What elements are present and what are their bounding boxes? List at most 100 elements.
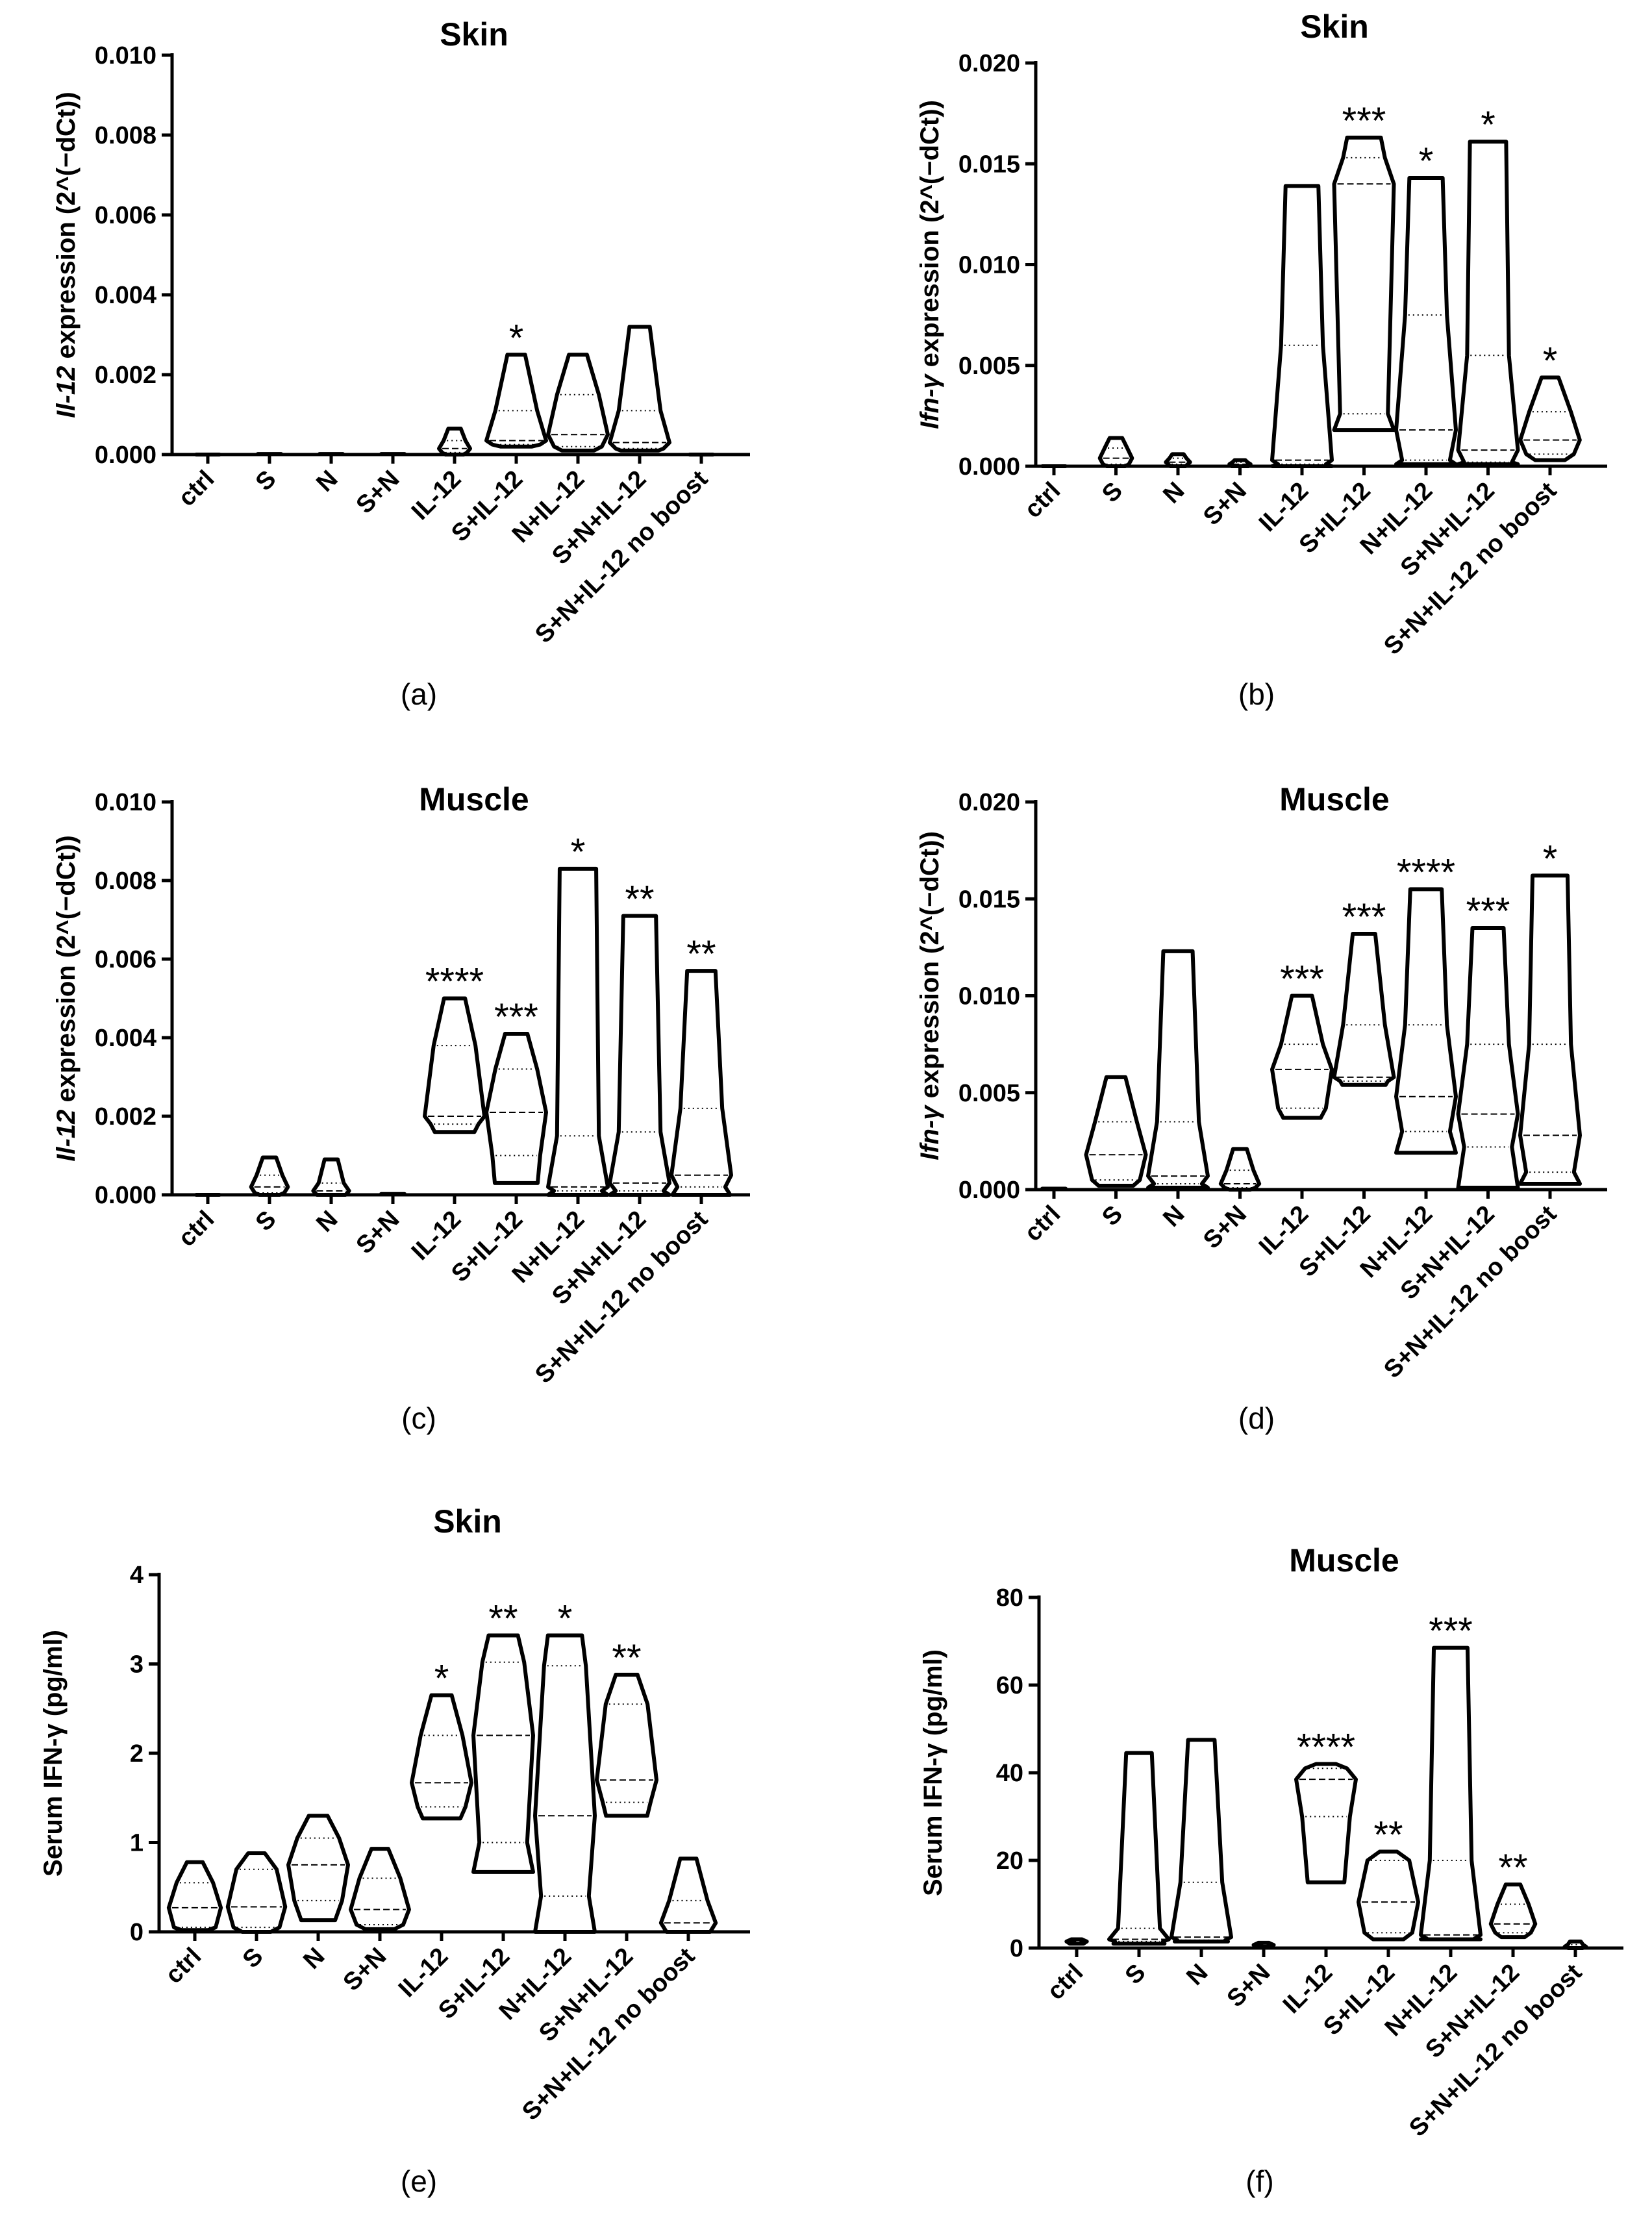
violin-6: *: [533, 1598, 597, 1934]
violin-7: **: [595, 1637, 658, 1818]
violin-shape: [1107, 1751, 1171, 1946]
violin-4: [1270, 184, 1334, 468]
violin-5: **: [1357, 1814, 1420, 1942]
violin-5: **: [471, 1598, 535, 1874]
violin-3: [1218, 1147, 1262, 1192]
x-tick-label: S+N: [351, 466, 405, 519]
violin-shape: [1251, 1940, 1276, 1949]
violin-shape: [1394, 175, 1458, 466]
x-tick-label: S+N: [1198, 477, 1252, 531]
significance-label: *: [1419, 140, 1434, 182]
panel-a: Skin Il-12 expression (2^(−dCt)) 0.000 0.00…: [52, 16, 750, 711]
violin-shape: [1164, 452, 1192, 468]
y-tick-label: 0.005: [958, 1080, 1020, 1107]
violin-4: ***: [1270, 958, 1334, 1120]
violin-8: [658, 1857, 718, 1934]
violin-shape: [249, 1155, 290, 1197]
x-tick-label: ctrl: [160, 1943, 207, 1990]
y-tick-label: 0.004: [95, 282, 156, 309]
x-tick-label: ctrl: [1042, 1959, 1089, 2006]
y-axis-label: Serum IFN-γ (pg/ml): [39, 1630, 68, 1877]
violin-4: *: [410, 1658, 473, 1821]
significance-label: ***: [1342, 100, 1386, 142]
significance-label: *: [1543, 340, 1558, 382]
y-tick-label: 0.010: [95, 42, 156, 69]
y-tick-label: 0.008: [95, 868, 156, 895]
violin-shape: [1218, 1147, 1262, 1192]
significance-label: *: [1543, 838, 1558, 880]
violin-shape: [1227, 458, 1253, 468]
x-tick-label: ctrl: [173, 466, 220, 512]
x-tick-label: S: [238, 1943, 269, 1974]
violin-8: **: [670, 933, 733, 1197]
panel-label: (a): [401, 677, 437, 711]
x-tick-label: S: [1120, 1959, 1151, 1990]
y-tick-label: 0.002: [95, 362, 156, 389]
y-tick-label: 0.010: [95, 789, 156, 816]
significance-label: ***: [1280, 958, 1324, 1001]
y-tick-label: 0.000: [958, 453, 1020, 481]
y-tick-label: 80: [996, 1584, 1023, 1612]
violin-1: [1097, 436, 1134, 468]
chart-title: Skin: [1300, 8, 1369, 45]
y-tick-label: 0.015: [958, 886, 1020, 913]
violin-shape: [658, 1857, 718, 1934]
y-tick-label: 20: [996, 1847, 1023, 1875]
x-tick-label: ctrl: [1020, 1201, 1066, 1247]
violin-2: [1164, 452, 1192, 468]
y-tick-label: 0.000: [95, 1182, 156, 1209]
y-tick-label: 3: [130, 1651, 144, 1679]
significance-label: *: [558, 1598, 573, 1640]
chart-title: Muscle: [1289, 1542, 1399, 1579]
significance-label: **: [612, 1637, 641, 1679]
violin-shape: [1332, 135, 1396, 432]
y-tick-label: 0.006: [95, 946, 156, 973]
y-tick-label: 2: [130, 1740, 144, 1768]
violin-shape: [286, 1814, 350, 1923]
panel-label: (d): [1238, 1401, 1275, 1435]
chart-title: Muscle: [419, 781, 529, 818]
y-tick-label: 4: [130, 1562, 144, 1589]
significance-label: *: [571, 831, 586, 873]
y-tick-label: 0.004: [95, 1025, 156, 1052]
y-tick-label: 0: [130, 1919, 144, 1946]
violin-7: ***: [1456, 890, 1520, 1190]
violin-7: [608, 325, 671, 453]
y-tick-label: 0.006: [95, 202, 156, 229]
significance-label: **: [488, 1598, 518, 1640]
violin-2: [1146, 949, 1210, 1190]
significance-label: *: [1481, 104, 1496, 146]
violin-shape: [1419, 1645, 1483, 1942]
significance-label: ***: [1429, 1610, 1473, 1653]
x-tick-label: ctrl: [173, 1206, 220, 1253]
violin-shape: [1394, 887, 1458, 1155]
panel-c: Muscle Il-12 expression (2^(−dCt)) 0.000 0.…: [52, 781, 750, 1435]
violin-6: *: [546, 831, 610, 1197]
violin-shape: [608, 914, 671, 1197]
panel-label: (b): [1238, 677, 1275, 711]
significance-label: *: [434, 1658, 449, 1700]
x-tick-label: N: [311, 1206, 343, 1238]
y-tick-label: 0.002: [95, 1103, 156, 1131]
violin-shape: [608, 325, 671, 453]
violin-shape: [484, 353, 548, 449]
violin-shape: [1146, 949, 1210, 1190]
violin-shape: [471, 1633, 535, 1874]
x-tick-label: S+N: [351, 1206, 405, 1260]
significance-label: ****: [1397, 851, 1455, 894]
significance-label: *: [509, 317, 524, 359]
violin-5: ***: [1332, 896, 1396, 1087]
x-tick-label: N: [311, 466, 343, 497]
panel-f: Muscle Serum IFN-γ (pg/ml) 0 20 40 60 80 ctrl S N…: [919, 1542, 1623, 2198]
significance-label: **: [625, 878, 654, 920]
violin-shape: [1456, 140, 1520, 466]
significance-label: ****: [425, 961, 484, 1003]
violin-shape: [410, 1693, 473, 1821]
y-tick-label: 0.000: [95, 442, 156, 469]
violin-3: [1227, 458, 1253, 468]
violin-shape: [349, 1847, 411, 1931]
violin-8: *: [1518, 838, 1582, 1186]
y-axis-label: Ifn-γ expression (2^(−dCt)): [916, 100, 944, 429]
violin-7: **: [608, 878, 671, 1197]
